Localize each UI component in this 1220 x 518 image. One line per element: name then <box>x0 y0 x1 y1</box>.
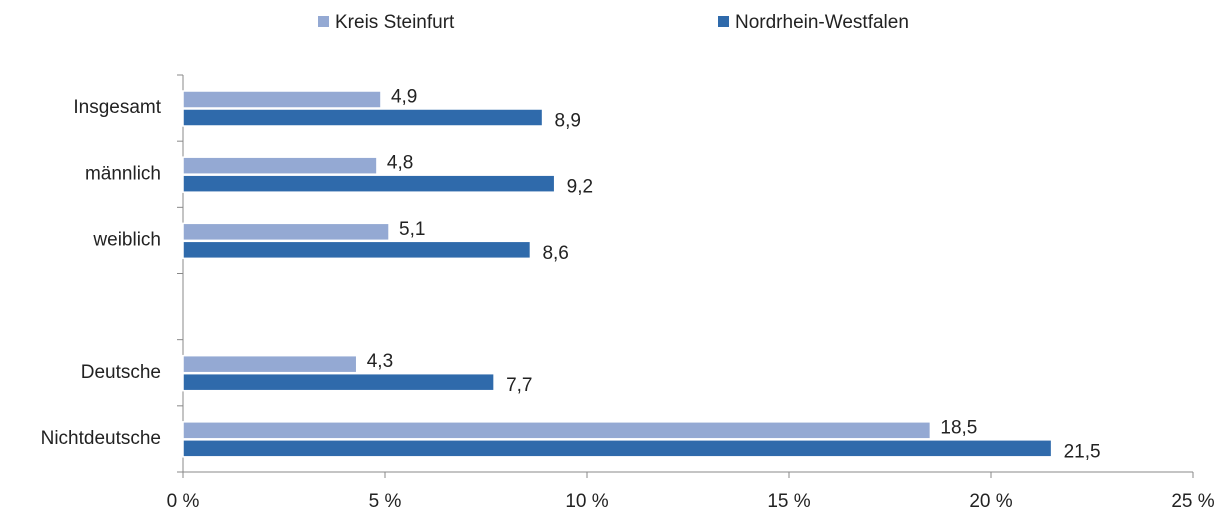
legend-label: Nordrhein-Westfalen <box>735 12 909 33</box>
bar <box>182 222 390 242</box>
bar <box>182 156 378 175</box>
value-label: 8,9 <box>555 111 581 132</box>
value-label: 4,8 <box>387 153 413 174</box>
value-label: 7,7 <box>506 375 532 396</box>
y-tick-label: weiblich <box>92 229 161 250</box>
value-label: 5,1 <box>399 219 425 240</box>
value-label: 21,5 <box>1064 441 1101 462</box>
legend-swatch <box>718 16 729 27</box>
bar <box>182 439 1053 458</box>
bar <box>182 174 556 193</box>
x-tick-label: 15 % <box>767 491 810 512</box>
x-tick-label: 5 % <box>369 491 402 512</box>
bar <box>182 90 382 109</box>
x-tick-label: 20 % <box>969 491 1012 512</box>
legend-swatch <box>318 16 329 27</box>
bar <box>182 108 544 127</box>
bar <box>182 421 932 440</box>
x-tick-label: 10 % <box>565 491 608 512</box>
value-label: 4,9 <box>391 87 417 108</box>
bar <box>182 354 358 374</box>
y-tick-label: Nichtdeutsche <box>41 428 161 449</box>
legend-label: Kreis Steinfurt <box>335 12 455 33</box>
y-tick-label: männlich <box>85 163 161 184</box>
value-label: 18,5 <box>940 417 977 438</box>
value-label: 8,6 <box>542 243 568 264</box>
bar <box>182 240 532 260</box>
bar <box>182 372 495 392</box>
y-tick-label: Insgesamt <box>73 97 161 118</box>
y-tick-label: Deutsche <box>81 362 161 383</box>
x-tick-label: 0 % <box>167 491 200 512</box>
value-label: 4,3 <box>367 351 393 372</box>
x-tick-label: 25 % <box>1171 491 1214 512</box>
value-label: 9,2 <box>567 177 593 198</box>
